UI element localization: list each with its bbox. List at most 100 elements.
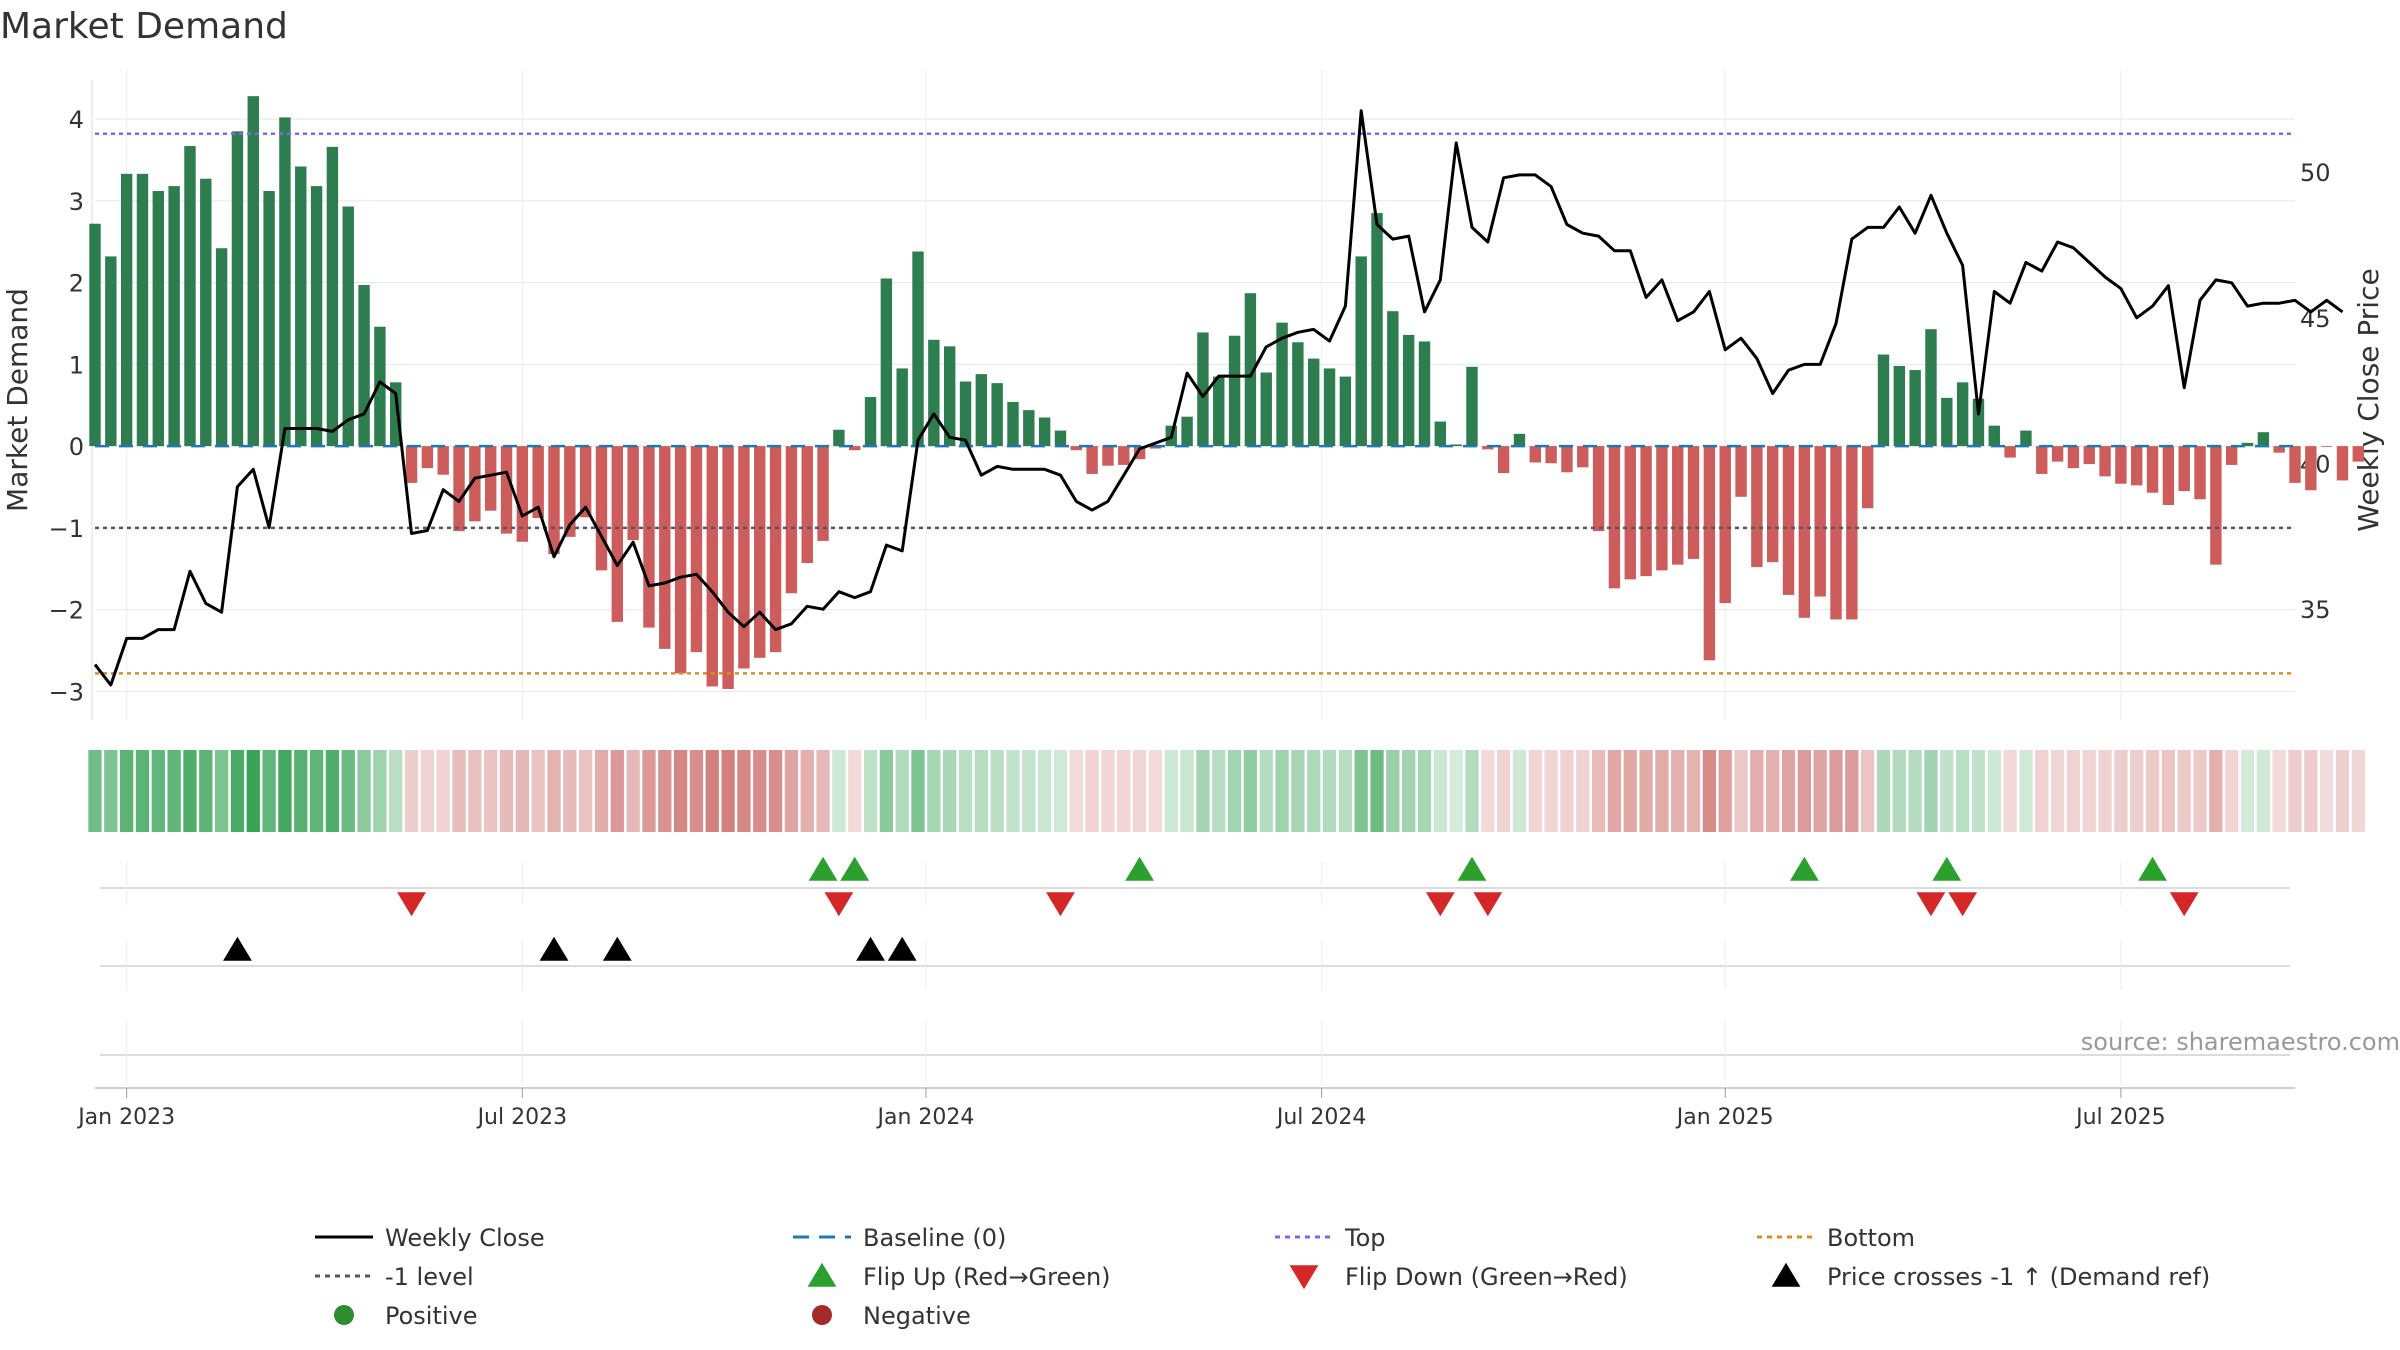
heat-strip-cell <box>2082 750 2096 832</box>
heat-strip-cell <box>1417 750 1432 832</box>
demand-bar <box>1418 341 1431 447</box>
heat-strip-cell <box>1671 750 1685 832</box>
heat-strip-cell <box>1354 750 1368 832</box>
heat-strip-cell <box>673 750 688 832</box>
heat-strip-cell <box>1861 750 1875 832</box>
heat-strip-cell <box>1433 750 1447 832</box>
legend-swatch <box>812 1305 832 1325</box>
demand-bar <box>2225 446 2238 465</box>
price-cross-marker <box>223 936 252 961</box>
demand-bar <box>1102 446 1114 466</box>
heat-strip-cell <box>452 750 466 832</box>
heat-strip-cell <box>1402 750 1416 832</box>
heat-strip-cell <box>1212 750 1226 832</box>
heat-strip-cell <box>2066 750 2081 832</box>
heat-strip-cell <box>2019 750 2033 832</box>
heat-strip-cell <box>1259 750 1273 832</box>
heat-strip-cell <box>262 750 276 832</box>
heat-strip-cell <box>2209 750 2223 832</box>
flip-up-marker <box>1789 856 1819 881</box>
right-tick-label: 50 <box>2300 159 2331 187</box>
heat-strip-cell <box>1243 750 1258 832</box>
heat-strip-cell <box>499 750 514 832</box>
demand-bar <box>706 446 718 687</box>
heat-strip-cell <box>1037 750 1052 832</box>
heat-strip-cell <box>2130 750 2144 832</box>
heat-strip-cell <box>927 750 941 832</box>
legend-swatch <box>1289 1265 1319 1290</box>
demand-bar <box>516 446 529 542</box>
left-tick-label: 0 <box>69 433 84 461</box>
heat-strip-cell <box>246 750 260 832</box>
legend-label: -1 level <box>385 1263 474 1291</box>
demand-bar <box>2320 446 2333 447</box>
demand-bar <box>1466 366 1478 447</box>
heat-strip-cell <box>2335 750 2350 832</box>
heat-strip-cell <box>658 750 672 832</box>
demand-bar <box>2099 446 2111 477</box>
demand-bar <box>1814 446 1826 597</box>
heat-strip-cell <box>1766 750 1780 832</box>
heat-strip-cell <box>1117 750 1131 832</box>
heat-strip-cell <box>309 750 324 832</box>
legend-label: Top <box>1344 1224 1386 1252</box>
demand-bar <box>279 117 291 447</box>
heat-strip-cell <box>1750 750 1764 832</box>
left-tick-label: 3 <box>69 188 84 216</box>
heat-strip-cell <box>1322 750 1337 832</box>
demand-bar <box>405 446 418 483</box>
heat-strip-cell <box>2050 750 2065 832</box>
heat-strip-cell <box>2098 750 2112 832</box>
heat-strip-cell <box>373 750 387 832</box>
heat-strip-cell <box>1544 750 1558 832</box>
demand-bar <box>1228 335 1241 447</box>
heat-strip-cell <box>120 750 134 832</box>
demand-bar <box>769 446 782 653</box>
flip-down-marker <box>824 892 854 917</box>
demand-bar <box>500 446 513 534</box>
demand-bar <box>215 248 228 447</box>
heat-strip-cell <box>610 750 624 832</box>
heat-strip-cell <box>1686 750 1701 832</box>
flip-down-marker <box>397 892 426 917</box>
heat-strip-cell <box>2225 750 2239 832</box>
demand-bar <box>1782 446 1795 595</box>
heat-strip-cell <box>1006 750 1020 832</box>
demand-bar <box>310 186 323 447</box>
heat-strip-cell <box>1797 750 1811 832</box>
demand-bar <box>1798 446 1811 618</box>
demand-bar <box>864 397 877 447</box>
demand-bar <box>247 96 259 447</box>
demand-bar <box>1339 376 1352 447</box>
demand-bar <box>1213 376 1225 447</box>
heat-strip-cell <box>832 750 846 832</box>
heat-strip-cell <box>594 750 609 832</box>
demand-bar <box>2178 446 2190 492</box>
heat-strip-cell <box>1275 750 1289 832</box>
demand-bar <box>1244 293 1257 447</box>
heat-strip-cell <box>151 750 165 832</box>
demand-bar <box>1450 444 1462 447</box>
flip-down-marker <box>1948 892 1978 917</box>
demand-bar <box>943 346 956 447</box>
demand-bar <box>1624 446 1636 580</box>
heat-strip-cell <box>1512 750 1527 832</box>
demand-bar <box>105 256 117 447</box>
heat-strip-cell <box>135 750 150 832</box>
demand-bar <box>564 446 576 537</box>
heat-strip-cell <box>1892 750 1906 832</box>
demand-bar <box>1608 446 1621 589</box>
heat-strip-cell <box>294 750 308 832</box>
demand-bar <box>1355 256 1367 447</box>
demand-bar <box>2067 446 2080 469</box>
heat-strip-cell <box>626 750 640 832</box>
heat-strip-cell <box>199 750 213 832</box>
demand-bar <box>1371 213 1383 447</box>
demand-bar <box>1656 446 1668 571</box>
demand-bar <box>2241 442 2254 447</box>
heat-strip-cell <box>943 750 957 832</box>
demand-bar <box>390 382 402 447</box>
heat-strip-cell <box>341 750 355 832</box>
demand-bar <box>1909 370 1921 447</box>
demand-bar <box>326 146 339 447</box>
